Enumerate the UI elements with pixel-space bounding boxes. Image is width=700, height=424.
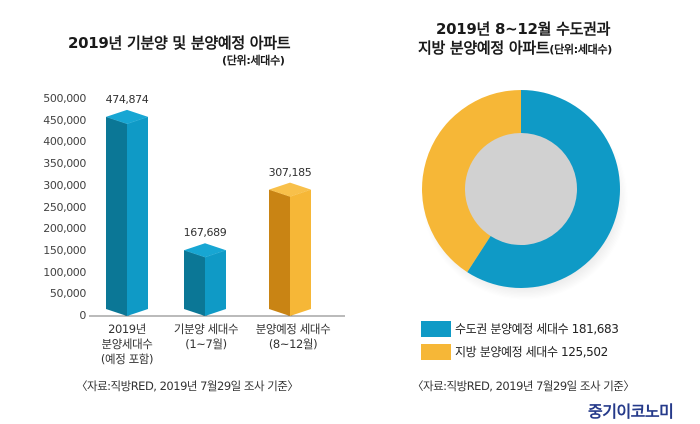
bar-value-label: 307,185 — [268, 165, 312, 179]
x-category-label-line: (예정 포함) — [100, 352, 154, 366]
donut-chart-title-line2-wrap: 지방 분양예정 아파트(단위:세대수) — [418, 37, 612, 58]
x-category-label-line: 기분양 세대수 — [173, 322, 239, 336]
legend-label: 수도권 분양예정 세대수 181,683 — [455, 322, 619, 336]
bar-chart-source: 〈자료:직방RED, 2019년 7월29일 조사 기준〉 — [76, 379, 299, 393]
y-tick-label: 500,000 — [43, 92, 86, 105]
bar-chart-title: 2019년 기분양 및 분양예정 아파트 — [68, 34, 291, 52]
bar — [106, 109, 148, 316]
y-tick-label: 50,000 — [49, 287, 86, 301]
x-category-label-line: (8~12월) — [268, 337, 318, 351]
y-tick-label: 200,000 — [43, 222, 86, 236]
x-category-label: 분양예정 세대수 (8~12월) — [243, 322, 343, 352]
y-tick-label: 100,000 — [43, 265, 86, 279]
bar — [184, 243, 226, 316]
bar-right-face — [290, 189, 311, 316]
bar-left-face — [106, 116, 127, 316]
bar-value-label: 474,874 — [105, 92, 149, 106]
y-tick-label: 0 — [79, 309, 86, 322]
x-category-label-line: 분양세대수 — [101, 337, 153, 351]
bar — [269, 182, 311, 316]
x-category-label: 기분양 세대수 (1~7월) — [156, 322, 256, 352]
y-tick-label: 450,000 — [43, 113, 86, 127]
bar-left-face — [269, 189, 290, 316]
brand-logo: 중기이코노미 — [588, 402, 674, 421]
legend-item: 지방 분양예정 세대수 125,502 — [421, 343, 608, 360]
bar-top-face — [184, 243, 226, 258]
donut-slice — [422, 90, 521, 273]
y-tick-label: 400,000 — [43, 135, 86, 149]
x-category-label-line: 분양예정 세대수 — [255, 322, 331, 336]
donut-chart-title-line2: 지방 분양예정 아파트 — [418, 39, 550, 57]
y-tick-label: 250,000 — [43, 200, 86, 214]
legend-swatch — [421, 320, 451, 337]
bar-right-face — [127, 116, 148, 316]
bar-left-face — [184, 250, 205, 316]
x-category-label-line: (1~7월) — [185, 337, 227, 351]
bar-chart-unit: (단위:세대수) — [222, 54, 285, 67]
donut-chart-title-line1: 2019년 8~12월 수도권과 — [436, 20, 611, 38]
donut-chart-source: 〈자료:직방RED, 2019년 7월29일 조사 기준〉 — [412, 379, 635, 393]
bar-top-face — [269, 182, 311, 197]
y-tick-label: 350,000 — [43, 157, 86, 171]
bar-right-face — [205, 250, 226, 316]
x-category-label-line: 2019년 — [108, 322, 146, 336]
donut-chart-unit: (단위:세대수) — [549, 43, 613, 56]
y-tick-label: 300,000 — [43, 178, 86, 192]
y-tick-label: 150,000 — [43, 243, 86, 257]
legend-label: 지방 분양예정 세대수 125,502 — [455, 345, 608, 359]
bar-value-label: 167,689 — [183, 226, 227, 240]
legend-swatch — [421, 343, 451, 360]
bar-top-face — [106, 109, 148, 124]
legend-item: 수도권 분양예정 세대수 181,683 — [421, 320, 619, 337]
x-category-label: 2019년 분양세대수 (예정 포함) — [77, 322, 177, 367]
donut-slice — [467, 89, 620, 289]
